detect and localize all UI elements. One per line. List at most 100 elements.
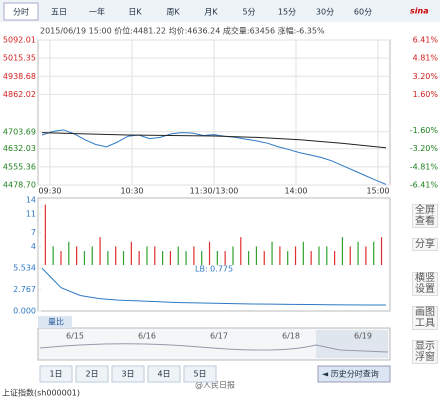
volume-bar [201,251,203,265]
ratio-label: LB: 0.775 [195,265,233,274]
volume-bar [302,241,304,265]
volume-bar [146,246,148,265]
volume-bar [373,241,375,265]
volume-bar [232,246,234,265]
volume-bar [44,204,46,265]
nav-window [316,330,388,358]
x-tick-label: 09:30 [38,187,61,196]
nav-tab-label: 量比 [48,317,64,327]
side-button[interactable]: 分享 [412,238,438,251]
tab-label[interactable]: 60分 [354,8,372,17]
y-tick-label: 4 [31,242,36,251]
volume-bar [130,241,132,265]
volume-bar [115,246,117,265]
y2-tick-label: -4.81% [410,162,439,171]
tab-label[interactable]: 周K [166,8,180,17]
side-button[interactable]: 画图工具 [412,306,438,330]
y2-tick-label: 1.60% [413,90,439,99]
info-line: 2015/06/19 15:00 价位:4481.22 均价:4636.24 成… [40,26,325,36]
volume-bar [68,241,70,265]
y-tick-label: 4703.69 [3,127,36,136]
volume-bar [193,246,195,265]
volume-bar [216,251,218,265]
volume-bar [380,237,383,265]
tab-label[interactable]: 日K [128,8,142,17]
nav-tab [38,316,72,328]
side-button[interactable]: 横竖设置 [412,272,438,296]
tab-label[interactable]: 五日 [51,8,67,17]
day-button[interactable] [39,365,73,383]
tab-label[interactable]: 一年 [89,7,105,17]
volume-bar [287,251,289,265]
volume-bar [76,246,78,265]
tab-label[interactable]: 月K [204,8,218,17]
volume-bar [255,246,258,265]
y2-tick-label: 3.20% [413,72,439,81]
y-tick-label: 5092.01 [3,36,36,45]
volume-bar [99,237,101,265]
history-label[interactable]: ◄ 历史分时查询 [322,369,379,379]
watermark: @人民日报 [195,380,235,390]
history-button[interactable] [317,365,391,383]
nav-date: 6/19 [354,332,372,341]
tab-label[interactable]: 5分 [242,8,255,17]
day-button[interactable] [75,365,109,383]
side-button[interactable]: 全屏查看 [412,204,438,228]
day-button-label[interactable]: 2日 [85,370,98,379]
y-tick-label: 14 [26,196,36,205]
day-button[interactable] [183,365,217,383]
volume-bar [83,251,86,265]
tab-label[interactable]: 30分 [316,8,334,17]
y-tick-label: 4555.36 [3,162,36,171]
y2-tick-label: -1.60% [410,126,439,135]
volume-bar [52,246,54,265]
day-button[interactable] [111,365,145,383]
y-tick-label: 7 [31,228,36,237]
day-button-label[interactable]: 1日 [49,370,62,379]
y-tick-label: 5.534 [13,264,36,273]
day-button[interactable] [147,365,181,383]
y2-tick-label: -6.41% [410,181,439,190]
volume-bar [341,237,344,265]
volume-bar [349,246,351,265]
y2-tick-label: 4.81% [413,54,439,63]
price-line [41,129,387,185]
tab-label[interactable]: 15分 [278,8,296,17]
volume-bar [185,251,187,265]
tab-label[interactable]: 分时 [13,7,29,17]
day-button-label[interactable]: 3日 [121,370,134,379]
x-tick-label: 15:00 [366,187,389,196]
x-tick-label: 14:00 [284,187,307,196]
tab-bar [0,0,440,22]
volume-bar [334,251,336,265]
y-tick-label: 4862.02 [3,90,36,99]
y-tick-label: 11 [26,209,36,218]
y-tick-label: 4632.03 [3,144,36,153]
y2-tick-label: -3.20% [410,144,439,153]
nav-curve [39,343,389,353]
volume-bar [271,241,273,265]
volume-bar [326,246,328,265]
y-tick-label: 5015.35 [3,54,36,63]
volume-bar [318,246,320,265]
y-tick-label: 2.767 [13,285,36,294]
day-button-label[interactable]: 4日 [157,370,170,379]
nav-date: 6/18 [282,332,300,341]
y-tick-label: 4478.70 [3,181,36,190]
volume-bar [240,237,242,265]
nav-date: 6/15 [66,332,84,341]
volume-bar [208,241,211,265]
tab[interactable] [3,2,39,21]
volume-bar [279,246,281,265]
day-button-label[interactable]: 5日 [193,370,206,379]
logo: sina [410,7,429,16]
volume-bar [248,251,250,265]
x-tick-label: 11:30/13:00 [190,187,239,196]
volume-bar [162,251,164,265]
volume-bar [224,251,226,265]
volume-bar [91,246,93,265]
x-tick-label: 10:30 [120,187,143,196]
side-button[interactable]: 显示浮窗 [412,340,438,364]
y2-tick-label: 6.41% [413,36,439,45]
